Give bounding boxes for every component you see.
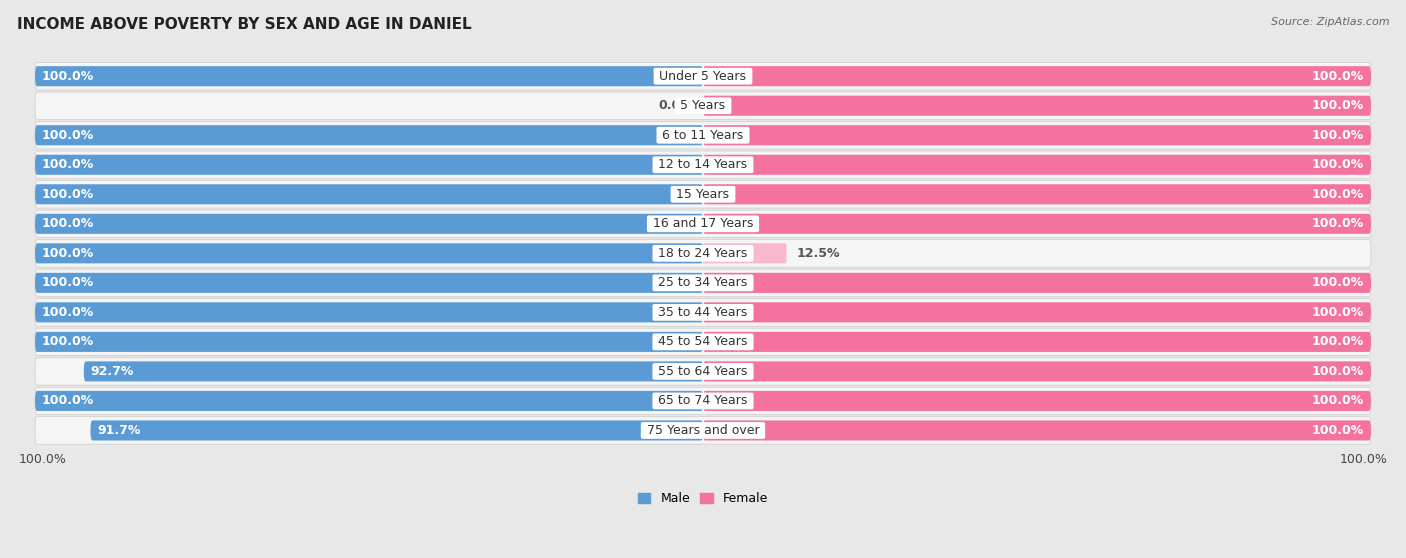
FancyBboxPatch shape [35,273,703,293]
Text: 16 and 17 Years: 16 and 17 Years [648,217,758,230]
Text: 100.0%: 100.0% [1312,276,1364,290]
Text: 91.7%: 91.7% [97,424,141,437]
FancyBboxPatch shape [35,125,703,145]
Text: 100.0%: 100.0% [1312,395,1364,407]
FancyBboxPatch shape [35,122,1371,149]
FancyBboxPatch shape [35,358,1371,385]
Text: 100.0%: 100.0% [42,70,94,83]
FancyBboxPatch shape [84,362,703,382]
FancyBboxPatch shape [703,302,1371,323]
Text: 12.5%: 12.5% [797,247,839,260]
Text: INCOME ABOVE POVERTY BY SEX AND AGE IN DANIEL: INCOME ABOVE POVERTY BY SEX AND AGE IN D… [17,17,471,32]
FancyBboxPatch shape [35,269,1371,297]
Text: 100.0%: 100.0% [1340,453,1388,465]
FancyBboxPatch shape [703,125,1371,145]
FancyBboxPatch shape [35,62,1371,90]
Text: 6 to 11 Years: 6 to 11 Years [658,129,748,142]
Text: 100.0%: 100.0% [42,158,94,171]
Text: 65 to 74 Years: 65 to 74 Years [654,395,752,407]
Text: 100.0%: 100.0% [42,335,94,348]
FancyBboxPatch shape [35,332,703,352]
FancyBboxPatch shape [35,328,1371,355]
FancyBboxPatch shape [35,299,1371,326]
Text: 12 to 14 Years: 12 to 14 Years [654,158,752,171]
FancyBboxPatch shape [703,95,1371,116]
Text: 100.0%: 100.0% [1312,70,1364,83]
Text: 100.0%: 100.0% [1312,365,1364,378]
FancyBboxPatch shape [35,391,703,411]
Text: 100.0%: 100.0% [1312,217,1364,230]
Text: 0.0%: 0.0% [658,99,693,112]
Text: 100.0%: 100.0% [1312,306,1364,319]
Text: 35 to 44 Years: 35 to 44 Years [654,306,752,319]
Text: 100.0%: 100.0% [1312,335,1364,348]
Text: 100.0%: 100.0% [42,129,94,142]
FancyBboxPatch shape [703,273,1371,293]
Legend: Male, Female: Male, Female [633,487,773,510]
Text: 100.0%: 100.0% [1312,158,1364,171]
FancyBboxPatch shape [35,387,1371,415]
FancyBboxPatch shape [35,184,703,204]
FancyBboxPatch shape [703,214,1371,234]
Text: 100.0%: 100.0% [1312,129,1364,142]
FancyBboxPatch shape [35,243,703,263]
Text: 100.0%: 100.0% [1312,424,1364,437]
FancyBboxPatch shape [35,302,703,323]
FancyBboxPatch shape [703,391,1371,411]
Text: 25 to 34 Years: 25 to 34 Years [654,276,752,290]
FancyBboxPatch shape [90,420,703,440]
Text: 45 to 54 Years: 45 to 54 Years [654,335,752,348]
FancyBboxPatch shape [35,417,1371,444]
Text: 100.0%: 100.0% [42,395,94,407]
Text: 100.0%: 100.0% [42,217,94,230]
Text: 100.0%: 100.0% [1312,99,1364,112]
FancyBboxPatch shape [35,239,1371,267]
FancyBboxPatch shape [703,66,1371,86]
FancyBboxPatch shape [703,332,1371,352]
Text: 18 to 24 Years: 18 to 24 Years [654,247,752,260]
FancyBboxPatch shape [703,362,1371,382]
Text: 75 Years and over: 75 Years and over [643,424,763,437]
FancyBboxPatch shape [35,214,703,234]
Text: 100.0%: 100.0% [42,306,94,319]
Text: 100.0%: 100.0% [42,276,94,290]
Text: Under 5 Years: Under 5 Years [655,70,751,83]
FancyBboxPatch shape [35,155,703,175]
FancyBboxPatch shape [703,243,786,263]
Text: 100.0%: 100.0% [42,247,94,260]
FancyBboxPatch shape [35,210,1371,238]
Text: 55 to 64 Years: 55 to 64 Years [654,365,752,378]
FancyBboxPatch shape [703,184,1371,204]
Text: Source: ZipAtlas.com: Source: ZipAtlas.com [1271,17,1389,27]
Text: 100.0%: 100.0% [18,453,66,465]
Text: 15 Years: 15 Years [672,188,734,201]
FancyBboxPatch shape [703,420,1371,440]
Text: 100.0%: 100.0% [42,188,94,201]
Text: 92.7%: 92.7% [90,365,134,378]
Text: 5 Years: 5 Years [676,99,730,112]
Text: 100.0%: 100.0% [1312,188,1364,201]
FancyBboxPatch shape [35,92,1371,119]
FancyBboxPatch shape [35,66,703,86]
FancyBboxPatch shape [703,155,1371,175]
FancyBboxPatch shape [35,151,1371,179]
FancyBboxPatch shape [35,181,1371,208]
